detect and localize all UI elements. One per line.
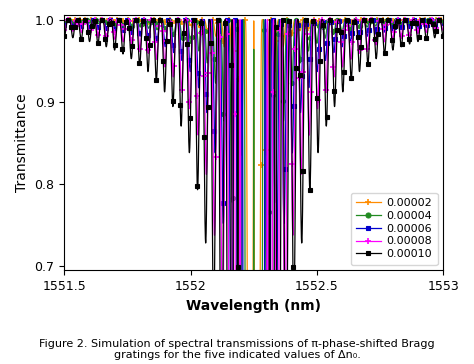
0.00004 xyxy=(289,80,294,85)
0.00002 xyxy=(308,18,314,23)
Line: 0.00006: 0.00006 xyxy=(63,18,445,364)
0.00006 xyxy=(130,26,136,31)
0.00004 xyxy=(62,20,67,24)
0.00006 xyxy=(308,38,314,42)
0.00002 xyxy=(130,19,136,23)
Text: Figure 2. Simulation of spectral transmissions of π-phase-shifted Bragg
gratings: Figure 2. Simulation of spectral transmi… xyxy=(39,339,435,360)
0.00008 xyxy=(440,28,446,32)
0.00010 xyxy=(440,34,446,38)
0.00004 xyxy=(308,24,314,28)
0.00004 xyxy=(440,20,446,24)
0.00008 xyxy=(344,17,350,22)
Line: 0.00008: 0.00008 xyxy=(62,17,446,364)
0.00006 xyxy=(440,23,446,28)
0.00010 xyxy=(116,17,122,22)
0.00004 xyxy=(344,17,350,22)
0.00002 xyxy=(440,18,446,23)
0.00010 xyxy=(62,34,67,38)
0.00010 xyxy=(344,17,350,22)
0.00008 xyxy=(62,28,67,32)
0.00004 xyxy=(130,22,136,26)
0.00002 xyxy=(62,18,67,22)
0.00004 xyxy=(206,35,212,40)
0.00010 xyxy=(130,31,136,36)
0.00006 xyxy=(206,38,212,42)
0.00006 xyxy=(344,17,350,22)
0.00010 xyxy=(373,56,379,60)
0.00006 xyxy=(62,23,67,27)
0.00008 xyxy=(373,43,379,47)
0.00010 xyxy=(289,101,294,105)
0.00008 xyxy=(206,28,212,32)
0.00006 xyxy=(373,32,379,36)
0.00002 xyxy=(206,23,212,27)
0.00002 xyxy=(373,19,379,23)
0.00010 xyxy=(308,154,314,158)
Legend: 0.00002, 0.00004, 0.00006, 0.00008, 0.00010: 0.00002, 0.00004, 0.00006, 0.00008, 0.00… xyxy=(351,193,438,265)
X-axis label: Wavelength (nm): Wavelength (nm) xyxy=(186,298,321,313)
0.00002 xyxy=(344,17,350,22)
0.00008 xyxy=(130,30,136,35)
Line: 0.00004: 0.00004 xyxy=(62,17,445,364)
Y-axis label: Transmittance: Transmittance xyxy=(15,94,29,192)
0.00008 xyxy=(166,17,172,22)
0.00002 xyxy=(289,34,294,38)
0.00006 xyxy=(289,139,294,143)
Line: 0.00010: 0.00010 xyxy=(63,18,445,364)
0.00004 xyxy=(373,24,379,28)
0.00008 xyxy=(308,78,314,82)
0.00006 xyxy=(166,17,172,22)
0.00008 xyxy=(289,162,294,166)
Line: 0.00002: 0.00002 xyxy=(62,17,446,364)
0.00010 xyxy=(206,18,212,22)
0.00004 xyxy=(410,17,416,22)
0.00002 xyxy=(83,17,89,22)
